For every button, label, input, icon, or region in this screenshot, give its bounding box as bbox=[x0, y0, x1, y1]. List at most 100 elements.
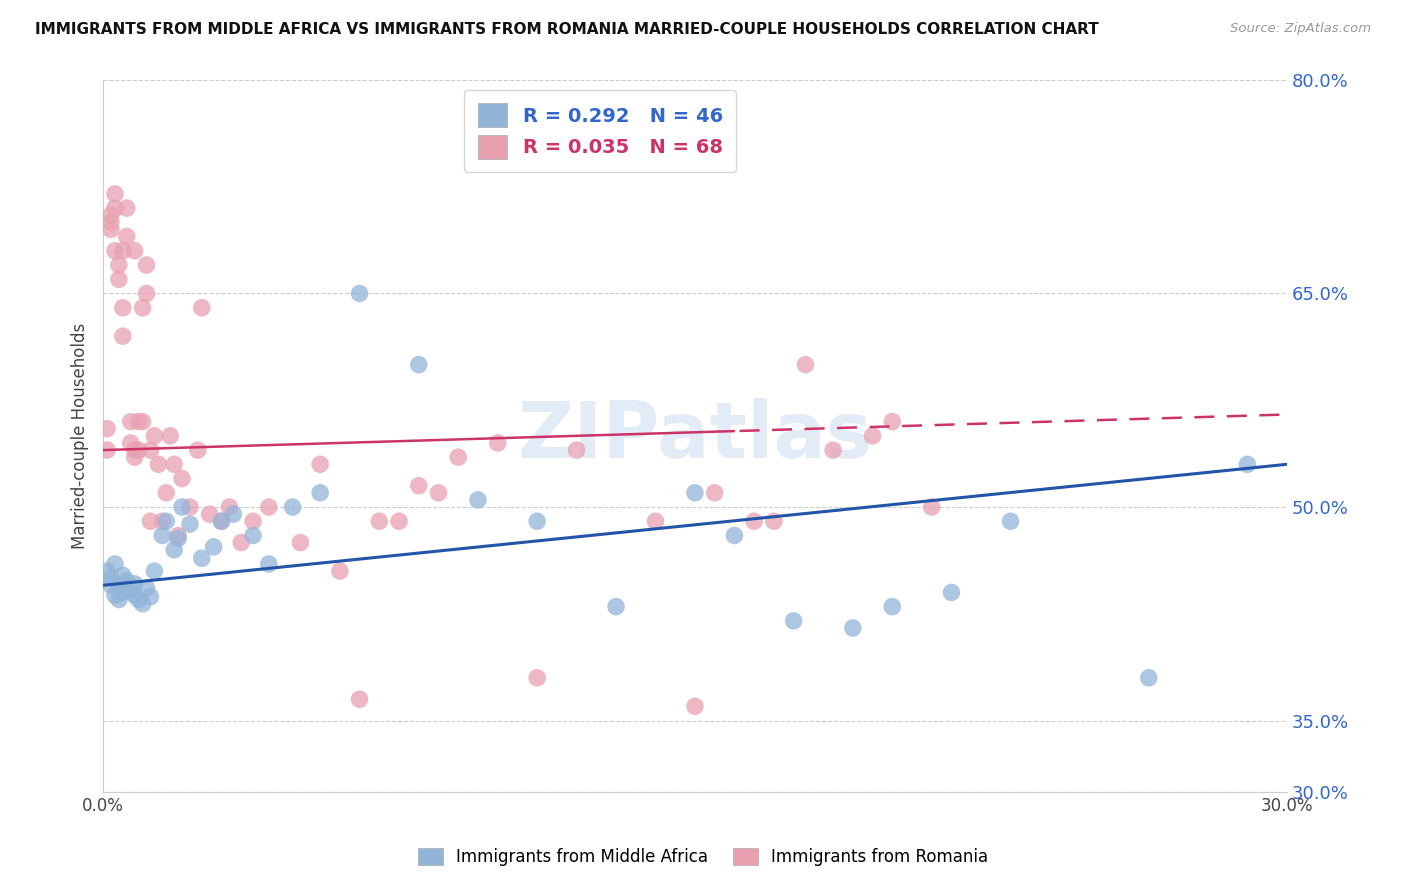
Point bbox=[823, 443, 845, 458]
Point bbox=[96, 443, 118, 458]
Point bbox=[1137, 671, 1160, 685]
Point bbox=[167, 532, 190, 546]
Point bbox=[882, 415, 904, 429]
Point bbox=[115, 229, 138, 244]
Point bbox=[100, 571, 122, 585]
Legend: Immigrants from Middle Africa, Immigrants from Romania: Immigrants from Middle Africa, Immigrant… bbox=[409, 840, 997, 875]
Point bbox=[111, 585, 134, 599]
Point bbox=[349, 286, 371, 301]
Point bbox=[96, 564, 118, 578]
Point bbox=[120, 436, 142, 450]
Point bbox=[104, 244, 127, 258]
Point bbox=[124, 450, 146, 465]
Point bbox=[179, 500, 201, 514]
Point bbox=[862, 429, 884, 443]
Point bbox=[100, 215, 122, 229]
Point bbox=[124, 443, 146, 458]
Point bbox=[565, 443, 588, 458]
Point bbox=[124, 244, 146, 258]
Point bbox=[408, 478, 430, 492]
Y-axis label: Married-couple Households: Married-couple Households bbox=[72, 323, 89, 549]
Point bbox=[128, 443, 150, 458]
Point bbox=[794, 358, 817, 372]
Point bbox=[222, 507, 245, 521]
Point bbox=[108, 578, 131, 592]
Point bbox=[131, 415, 153, 429]
Point bbox=[198, 507, 221, 521]
Point bbox=[167, 528, 190, 542]
Point bbox=[486, 436, 509, 450]
Point bbox=[842, 621, 865, 635]
Point bbox=[115, 201, 138, 215]
Text: IMMIGRANTS FROM MIDDLE AFRICA VS IMMIGRANTS FROM ROMANIA MARRIED-COUPLE HOUSEHOL: IMMIGRANTS FROM MIDDLE AFRICA VS IMMIGRA… bbox=[35, 22, 1099, 37]
Point bbox=[211, 514, 233, 528]
Point bbox=[941, 585, 963, 599]
Point bbox=[108, 258, 131, 272]
Point bbox=[605, 799, 627, 814]
Point bbox=[218, 500, 240, 514]
Point bbox=[120, 582, 142, 597]
Point bbox=[742, 514, 765, 528]
Point bbox=[124, 577, 146, 591]
Point bbox=[921, 500, 943, 514]
Text: Source: ZipAtlas.com: Source: ZipAtlas.com bbox=[1230, 22, 1371, 36]
Point bbox=[526, 671, 548, 685]
Point bbox=[1000, 514, 1022, 528]
Point bbox=[139, 443, 162, 458]
Point bbox=[163, 458, 186, 472]
Point bbox=[329, 564, 352, 578]
Point bbox=[683, 699, 706, 714]
Point bbox=[100, 578, 122, 592]
Point bbox=[143, 429, 166, 443]
Point bbox=[605, 599, 627, 614]
Point bbox=[309, 485, 332, 500]
Point bbox=[242, 528, 264, 542]
Point bbox=[135, 286, 157, 301]
Point bbox=[211, 514, 233, 528]
Point bbox=[163, 542, 186, 557]
Point bbox=[762, 514, 785, 528]
Point bbox=[231, 535, 253, 549]
Point bbox=[100, 208, 122, 222]
Point bbox=[111, 568, 134, 582]
Point bbox=[683, 485, 706, 500]
Point bbox=[159, 429, 181, 443]
Point bbox=[128, 415, 150, 429]
Point bbox=[131, 301, 153, 315]
Point bbox=[135, 581, 157, 595]
Point bbox=[108, 272, 131, 286]
Point bbox=[309, 458, 332, 472]
Point bbox=[111, 301, 134, 315]
Point bbox=[111, 329, 134, 343]
Point bbox=[187, 443, 209, 458]
Point bbox=[281, 500, 304, 514]
Point bbox=[155, 514, 177, 528]
Point bbox=[179, 517, 201, 532]
Point bbox=[104, 588, 127, 602]
Point bbox=[447, 450, 470, 465]
Point bbox=[368, 514, 391, 528]
Point bbox=[191, 551, 214, 566]
Point bbox=[135, 258, 157, 272]
Point bbox=[644, 514, 666, 528]
Point bbox=[131, 597, 153, 611]
Point bbox=[703, 485, 725, 500]
Point bbox=[150, 514, 173, 528]
Point bbox=[202, 540, 225, 554]
Text: ZIPatlas: ZIPatlas bbox=[517, 398, 873, 474]
Point bbox=[257, 500, 280, 514]
Point bbox=[139, 590, 162, 604]
Point bbox=[128, 592, 150, 607]
Point bbox=[170, 500, 193, 514]
Point bbox=[104, 186, 127, 201]
Point bbox=[139, 514, 162, 528]
Point bbox=[148, 458, 170, 472]
Point bbox=[427, 485, 450, 500]
Point bbox=[782, 614, 804, 628]
Point bbox=[100, 222, 122, 236]
Point bbox=[155, 485, 177, 500]
Point bbox=[242, 514, 264, 528]
Point bbox=[1236, 458, 1258, 472]
Point bbox=[120, 415, 142, 429]
Legend: R = 0.292   N = 46, R = 0.035   N = 68: R = 0.292 N = 46, R = 0.035 N = 68 bbox=[464, 90, 737, 172]
